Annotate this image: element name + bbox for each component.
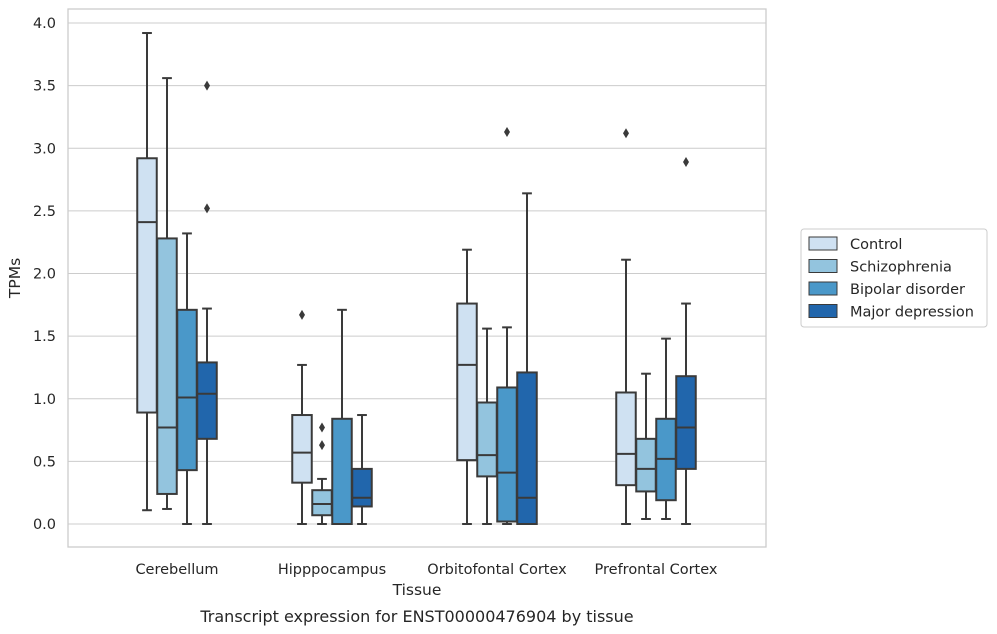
box-body: [351, 467, 373, 508]
box-1-1: [311, 422, 333, 525]
y-tick-label: 3.5: [33, 79, 56, 95]
box-1-2: [331, 308, 353, 526]
box-0-3: [196, 80, 218, 525]
y-tick-label: 0.0: [33, 517, 56, 533]
box-body: [456, 302, 478, 462]
x-axis-title: Tissue: [392, 581, 442, 599]
y-tick-label: 2.0: [33, 267, 56, 283]
outlier-point: [319, 422, 325, 433]
box-2-1: [476, 327, 498, 525]
outlier-point: [299, 309, 305, 320]
box-3-1: [635, 372, 657, 520]
box-3-3: [675, 157, 697, 525]
legend-label: Bipolar disorder: [850, 282, 965, 298]
outlier-point: [504, 126, 510, 137]
box-body: [291, 414, 313, 484]
outlier-point: [204, 203, 210, 214]
outlier-point: [204, 80, 210, 91]
y-tick-label: 2.5: [33, 204, 56, 220]
y-tick-label: 1.0: [33, 392, 56, 408]
legend-frame: [800, 228, 988, 328]
box-groups: [136, 32, 697, 526]
legend-swatch: [808, 281, 838, 296]
y-axis-title: TPMs: [6, 258, 24, 299]
x-tick-label: Hipppocampus: [278, 562, 386, 578]
box-2-2: [496, 126, 518, 525]
box-body: [496, 386, 518, 523]
box-body: [311, 489, 333, 517]
x-tick-label: Cerebellum: [135, 562, 218, 578]
box-1-3: [351, 414, 373, 525]
box-body: [176, 308, 198, 472]
y-tick-label: 0.5: [33, 454, 56, 470]
legend-swatch: [808, 304, 838, 318]
box-body: [516, 371, 538, 526]
box-2-3: [516, 192, 538, 526]
y-tick-label: 1.5: [33, 329, 56, 345]
y-tick-label: 3.0: [33, 141, 56, 157]
box-3-0: [615, 128, 637, 525]
y-tick-label: 4.0: [33, 16, 56, 32]
box-3-2: [655, 337, 677, 520]
box-body: [675, 375, 697, 470]
outlier-point: [623, 128, 629, 139]
x-tick-label: Prefrontal Cortex: [595, 562, 718, 578]
y-tick-labels: 0.0 0.5 1.0 1.5 2.0 2.5 3.0 3.5 4.0: [33, 16, 56, 533]
box-body: [635, 437, 657, 493]
box-0-2: [176, 232, 198, 525]
outlier-point: [319, 440, 325, 451]
box-body: [615, 391, 637, 487]
legend-label: Schizophrenia: [850, 260, 952, 276]
x-tick-label: Orbitofontal Cortex: [427, 562, 567, 578]
outlier-point: [683, 157, 689, 168]
box-1-0: [291, 309, 313, 525]
x-tick-labels: Cerebellum Hipppocampus Orbitofontal Corte…: [135, 562, 717, 578]
legend-swatch: [808, 259, 838, 273]
box-2-0: [456, 248, 478, 525]
box-body: [136, 157, 158, 414]
box-body: [476, 401, 498, 478]
box-0-1: [156, 77, 178, 510]
box-body: [156, 237, 178, 495]
legend-label: Control: [850, 237, 902, 253]
box-body: [331, 417, 353, 526]
legend-swatch: [808, 236, 838, 251]
chart-caption: Transcript expression for ENST0000047690…: [199, 607, 633, 626]
legend-label: Major depression: [850, 305, 974, 321]
box-body: [196, 361, 218, 440]
box-0-0: [136, 32, 158, 512]
legend: Control Schizophrenia Bipolar disorder Majo…: [800, 228, 988, 328]
